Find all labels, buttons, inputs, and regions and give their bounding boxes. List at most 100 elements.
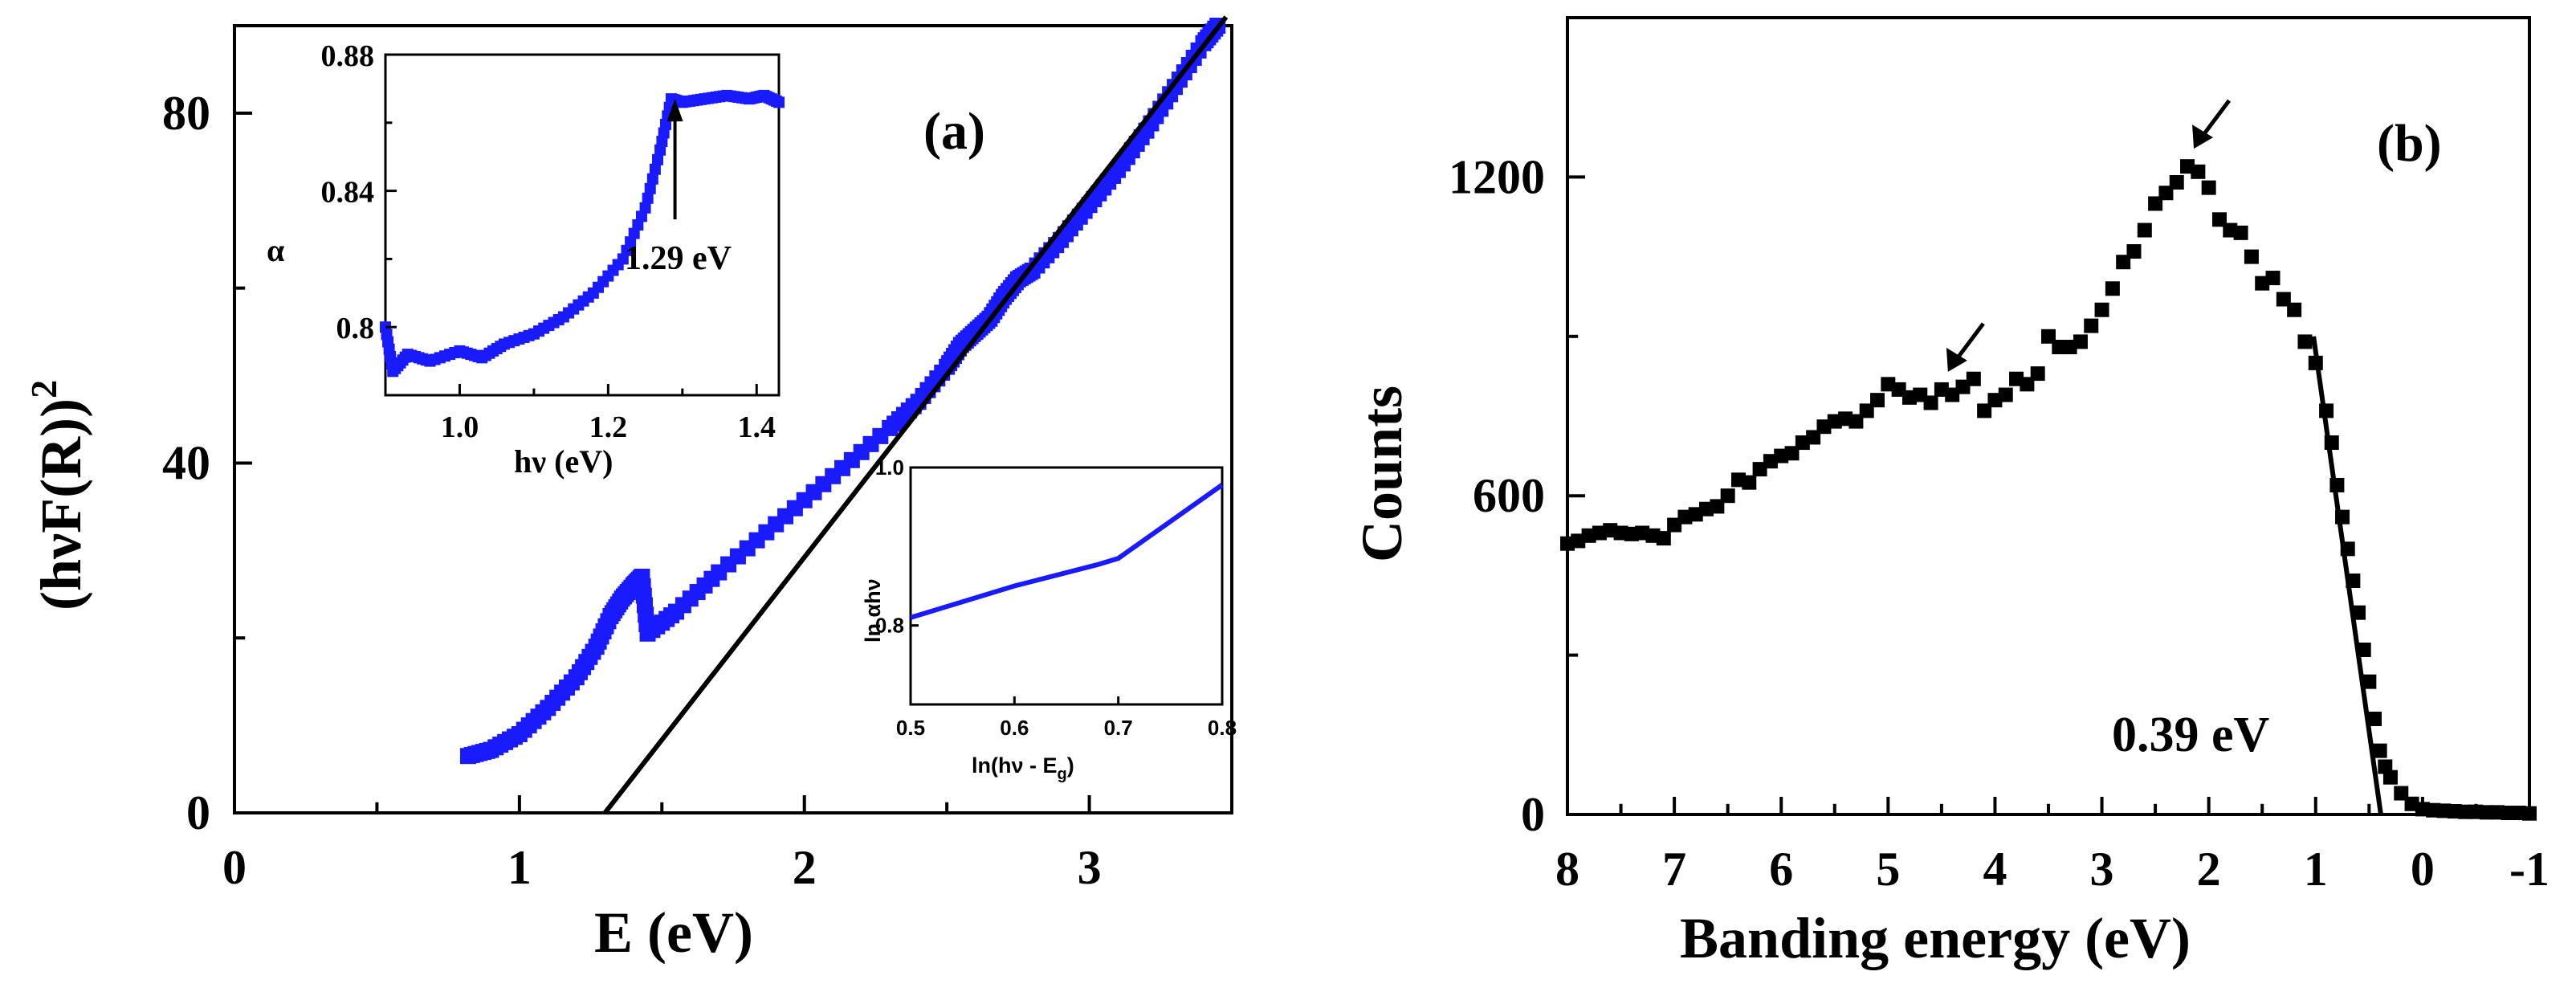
inset-top-annotation: 1.29 eV	[625, 240, 732, 277]
data-point	[654, 144, 666, 156]
x-tick-label: 0	[222, 841, 247, 894]
data-point	[2201, 180, 2216, 195]
data-point	[2356, 642, 2371, 657]
inset-top-annotation-arrowhead	[666, 99, 683, 122]
y-tick-label: 40	[162, 436, 210, 489]
inset-top-y-axis-title: α	[267, 232, 284, 268]
panel-a-x-axis-title: E (eV)	[594, 900, 753, 965]
svg-text:Counts: Counts	[1350, 386, 1414, 562]
data-point	[2319, 403, 2334, 418]
panel-b-x-axis-title: Banding energy (eV)	[1680, 906, 2191, 970]
y-tick-label: 1200	[1449, 150, 1545, 203]
data-point	[2340, 541, 2355, 557]
panel-b-label: (b)	[2377, 114, 2442, 173]
x-tick-label: 1	[2304, 843, 2328, 896]
data-point	[2329, 477, 2345, 492]
data-point	[617, 253, 629, 265]
x-tick-label: 2	[793, 841, 817, 894]
panel-a-y-axis-title: (hνF(R))2	[23, 380, 93, 610]
x-tick-label: 1	[507, 841, 532, 894]
data-point	[1720, 488, 1735, 504]
data-point	[2382, 770, 2398, 785]
data-point	[651, 153, 663, 165]
inset-top-x-ticks: 1.0 1.2 1.4	[441, 384, 776, 444]
data-point	[1923, 395, 1938, 410]
data-point	[642, 192, 654, 204]
x-tick-label: 6	[1769, 843, 1793, 896]
data-point	[2265, 271, 2280, 286]
y-tick-label: 0.8	[336, 312, 375, 345]
data-point	[2105, 281, 2120, 296]
inset-bottom-y-axis-title: ln αhν	[861, 578, 885, 643]
x-tick-label: 0.6	[1000, 716, 1029, 740]
x-tick-label: 4	[1983, 843, 2007, 896]
inset-bottom-x-axis-title-main: ln(hν - E	[972, 753, 1058, 778]
inset-bottom-x-axis-title-close: )	[1067, 753, 1074, 778]
data-point	[2191, 164, 2206, 179]
x-tick-label: 1.0	[441, 410, 479, 444]
panel-b-x-ticks: 8 7 6 5 4 3 2 1 0 -1	[1555, 797, 2550, 896]
panel-b-chart: 8 7 6 5 4 3 2 1 0 -1 0 600 1200 (b) 0.39 eV Banding…	[1350, 16, 2550, 970]
data-point	[2126, 243, 2142, 259]
x-tick-label: 0.5	[896, 716, 925, 740]
y-tick-label: 0.8	[875, 614, 904, 638]
arrow-head	[2192, 125, 2214, 149]
arrow-head	[1946, 347, 1967, 372]
data-point	[1656, 531, 1671, 546]
data-point	[2308, 355, 2323, 370]
panel-a-y-ticks: 0 40 80	[162, 87, 252, 839]
data-point	[639, 202, 651, 214]
y-tick-label: 0	[186, 786, 210, 839]
x-tick-label: 8	[1555, 843, 1579, 896]
panel-b-arrows	[1946, 99, 2232, 372]
x-tick-label: 2	[2197, 843, 2221, 896]
panel-b-series-group	[1560, 159, 2537, 821]
x-tick-label: 0.8	[1208, 716, 1237, 740]
data-point	[2335, 509, 2350, 525]
panel-a-label: (a)	[923, 102, 985, 161]
data-point	[2287, 302, 2302, 317]
panel-a-series-group	[459, 18, 1226, 765]
data-point	[2372, 743, 2387, 758]
inset-top-x-axis-title: hν (eV)	[514, 443, 613, 480]
data-point	[1998, 387, 2013, 402]
panel-a-y-axis-title-superscript: 2	[23, 380, 64, 398]
inset-top-series-group	[380, 89, 785, 378]
data-point	[2297, 334, 2313, 349]
panel-a-y-axis-title-main: (hνF(R))	[29, 398, 93, 610]
data-point	[1870, 393, 1885, 408]
data-point	[1966, 371, 1981, 386]
data-point	[2137, 222, 2152, 238]
y-tick-label: 0	[1521, 788, 1545, 841]
x-tick-label: -1	[2509, 843, 2550, 896]
data-point	[621, 244, 633, 256]
series-line	[910, 483, 1224, 620]
inset-top-frame	[384, 53, 781, 397]
y-tick-label: 1.0	[875, 455, 904, 480]
panel-a-inset-top: 1.0 1.2 1.4 0.8 0.84 0.88 hν (eV) α 1.29 eV	[267, 39, 785, 480]
inset-bottom-x-axis-title-subscript: g	[1058, 765, 1067, 783]
panel-b-annotation: 0.39 eV	[2112, 708, 2270, 762]
panel-b-y-ticks: 0 600 1200	[1449, 150, 1585, 841]
data-point	[773, 96, 785, 108]
data-point	[660, 118, 672, 130]
x-tick-label: 7	[1662, 843, 1686, 896]
data-point	[2244, 249, 2259, 264]
data-point	[2324, 435, 2339, 451]
y-tick-label: 80	[162, 87, 210, 140]
x-tick-label: 5	[1876, 843, 1900, 896]
data-point	[635, 210, 647, 222]
svg-text:ln αhν: ln αhν	[861, 578, 885, 643]
data-point	[2366, 711, 2382, 726]
x-tick-label: 3	[1078, 841, 1102, 894]
x-tick-label: 0.7	[1104, 716, 1133, 740]
data-point	[644, 182, 656, 194]
data-point	[2094, 302, 2109, 317]
data-point	[2233, 225, 2248, 240]
y-tick-label: 600	[1473, 469, 1545, 522]
panel-a-x-ticks: 0 1 2 3	[222, 795, 1102, 894]
data-point	[632, 219, 644, 231]
panel-a-frame	[233, 24, 1233, 814]
data-point	[1742, 475, 1757, 490]
